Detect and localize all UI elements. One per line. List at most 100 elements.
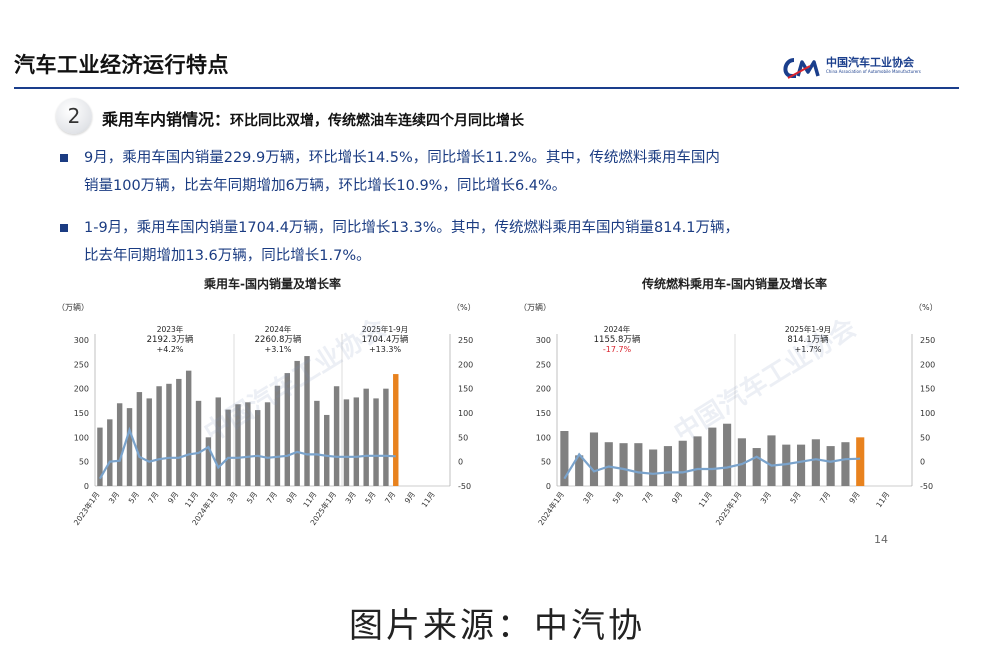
x-tick-label: 7月 xyxy=(640,490,654,505)
x-tick-label: 3月 xyxy=(759,490,773,505)
x-tick-label: 11月 xyxy=(420,490,437,509)
y2-tick-label: 250 xyxy=(920,336,935,345)
x-tick-label: 9月 xyxy=(670,490,684,505)
sales-bar xyxy=(225,409,231,486)
sales-bar xyxy=(314,400,320,486)
bullet-point-1: 9月，乘用车国内销量229.9万辆，环比增长14.5%，同比增长11.2%。其中… xyxy=(60,144,720,200)
annotation-period: 2023年 xyxy=(157,324,184,334)
sales-bar xyxy=(176,378,182,486)
right-axis-unit: （%） xyxy=(452,303,476,312)
y-tick-label: 200 xyxy=(536,385,551,394)
y-tick-label: 50 xyxy=(541,458,551,467)
y-tick-label: 100 xyxy=(536,433,551,442)
x-tick-label: 11月 xyxy=(301,490,318,509)
x-tick-label: 7月 xyxy=(383,490,397,505)
sales-bar xyxy=(205,437,212,486)
caam-logo-icon xyxy=(783,58,820,79)
x-tick-label: 9月 xyxy=(847,490,861,505)
sales-bar xyxy=(324,414,330,486)
x-tick-label: 9月 xyxy=(403,490,417,505)
sales-bar xyxy=(782,444,791,486)
x-tick-label: 3月 xyxy=(107,490,121,505)
x-tick-label: 5月 xyxy=(611,490,625,505)
left-axis-unit: （万辆） xyxy=(519,302,551,312)
sales-bar xyxy=(589,432,599,486)
x-tick-label: 9月 xyxy=(166,490,180,505)
x-tick-label: 7月 xyxy=(818,490,832,505)
sales-bar xyxy=(796,444,806,486)
sales-bar xyxy=(604,442,613,486)
x-tick-label: 2023年1月 xyxy=(71,489,101,527)
y2-tick-label: -50 xyxy=(458,482,471,491)
sales-bar xyxy=(383,388,389,486)
sales-bar xyxy=(678,440,687,486)
y2-tick-label: 50 xyxy=(920,433,930,442)
bullet-line: 1-9月，乘用车国内销量1704.4万辆，同比增长13.3%。其中，传统燃料乘用… xyxy=(84,220,739,236)
annotation-growth: +4.2% xyxy=(156,345,183,354)
sales-bar xyxy=(353,397,360,486)
sales-bar xyxy=(136,392,143,486)
sales-bar xyxy=(634,443,643,486)
y2-tick-label: 150 xyxy=(458,385,473,394)
x-tick-label: 5月 xyxy=(245,490,259,505)
x-tick-label: 7月 xyxy=(146,490,160,505)
annotation-total: 814.1万辆 xyxy=(787,334,829,345)
y-tick-label: 150 xyxy=(536,409,551,418)
page-number: 14 xyxy=(874,533,888,546)
sales-bar xyxy=(264,402,271,486)
y2-tick-label: 50 xyxy=(458,433,468,442)
y2-tick-label: -50 xyxy=(920,482,933,491)
sales-bar xyxy=(373,398,379,486)
annotation-total: 1155.8万辆 xyxy=(594,334,641,345)
left-axis-unit: （万辆） xyxy=(57,302,89,312)
annotation-period: 2025年1-9月 xyxy=(362,324,408,334)
sales-bar xyxy=(723,423,732,486)
sales-bar xyxy=(254,410,261,486)
annotation-period: 2025年1-9月 xyxy=(785,324,831,334)
x-tick-label: 5月 xyxy=(127,490,141,505)
sales-bar xyxy=(575,455,584,486)
sales-bar xyxy=(343,399,350,486)
sales-bar xyxy=(235,404,241,486)
logo-name: 中国汽车工业协会 xyxy=(826,56,914,69)
x-tick-label: 2025年1月 xyxy=(713,489,743,527)
y-tick-label: 0 xyxy=(84,482,89,491)
annotation-growth: -17.7% xyxy=(603,345,632,354)
y-tick-label: 300 xyxy=(74,336,89,345)
sales-bar xyxy=(393,374,399,486)
bullet-line: 比去年同期增加13.6万辆，同比增长1.7%。 xyxy=(84,248,371,264)
slide-title: 汽车工业经济运行特点 xyxy=(14,53,229,77)
chart-title: 乘用车-国内销量及增长率 xyxy=(203,276,341,291)
y2-tick-label: 200 xyxy=(458,360,473,369)
sales-bar xyxy=(304,356,310,486)
sales-bar xyxy=(195,400,202,486)
x-tick-label: 11月 xyxy=(697,490,714,509)
annotation-growth: +1.7% xyxy=(794,345,821,354)
y2-tick-label: 100 xyxy=(920,409,935,418)
x-tick-label: 5月 xyxy=(788,490,802,505)
x-tick-label: 11月 xyxy=(183,490,200,509)
sales-bar xyxy=(663,446,673,486)
x-tick-label: 2024年1月 xyxy=(536,489,566,527)
y2-tick-label: 0 xyxy=(920,458,925,467)
chart-passenger-car-domestic-sales: 乘用车-国内销量及增长率 （万辆） （%） 0 50 100 150 200 250 300 -50… xyxy=(57,276,476,527)
annotation-growth: +13.3% xyxy=(369,345,402,354)
sales-bar xyxy=(649,449,658,486)
sales-bar xyxy=(245,402,251,486)
y-tick-label: 250 xyxy=(536,360,551,369)
annotation-period: 2024年 xyxy=(265,324,292,334)
caam-logo: 中国汽车工业协会 China Association of Automobile… xyxy=(780,56,921,80)
sales-bar xyxy=(826,446,835,486)
annotation-total: 2192.3万辆 xyxy=(147,334,194,345)
title-divider xyxy=(14,87,959,89)
growth-rate-line xyxy=(563,452,861,480)
sales-bar xyxy=(166,383,172,486)
y-tick-label: 200 xyxy=(74,385,89,394)
y2-tick-label: 200 xyxy=(920,360,935,369)
sales-bar xyxy=(126,408,133,486)
sales-bar xyxy=(333,386,340,486)
x-tick-label: 5月 xyxy=(363,490,377,505)
y-tick-label: 250 xyxy=(74,360,89,369)
sales-bar xyxy=(693,436,702,486)
x-tick-label: 9月 xyxy=(284,490,298,505)
